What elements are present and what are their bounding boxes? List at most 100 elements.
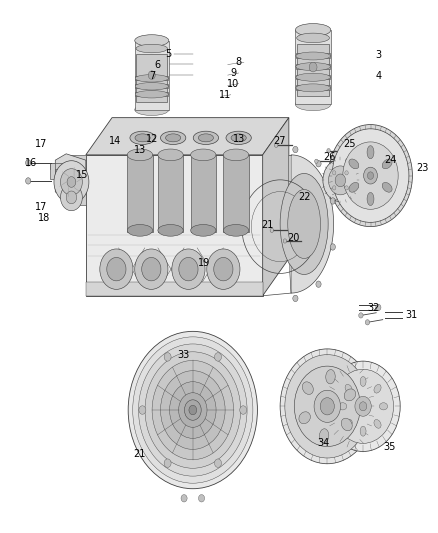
Text: 26: 26 <box>323 152 336 162</box>
Text: 3: 3 <box>375 50 381 60</box>
Circle shape <box>326 361 400 451</box>
Circle shape <box>316 160 321 167</box>
Bar <box>135 76 168 80</box>
Bar <box>191 155 216 232</box>
Ellipse shape <box>135 83 168 90</box>
Ellipse shape <box>349 182 359 192</box>
Circle shape <box>314 390 340 422</box>
Text: 27: 27 <box>273 136 286 146</box>
Ellipse shape <box>160 131 186 144</box>
Circle shape <box>198 495 205 502</box>
Circle shape <box>181 495 187 502</box>
Circle shape <box>25 160 31 166</box>
Text: 13: 13 <box>233 134 245 144</box>
Ellipse shape <box>296 52 330 60</box>
Text: 13: 13 <box>134 145 147 155</box>
Circle shape <box>60 184 82 211</box>
Ellipse shape <box>193 131 219 144</box>
Bar <box>296 75 330 79</box>
Polygon shape <box>49 163 68 169</box>
Text: 31: 31 <box>405 310 417 320</box>
Polygon shape <box>55 154 86 192</box>
Ellipse shape <box>223 149 249 161</box>
Circle shape <box>138 344 247 476</box>
Text: 18: 18 <box>38 213 50 223</box>
Ellipse shape <box>374 419 381 428</box>
Circle shape <box>66 191 77 204</box>
Circle shape <box>335 174 346 187</box>
Bar <box>296 64 330 69</box>
Text: 35: 35 <box>383 442 396 452</box>
Ellipse shape <box>280 173 328 274</box>
Text: 11: 11 <box>219 90 232 100</box>
Text: 21: 21 <box>261 220 273 230</box>
Bar <box>158 155 183 232</box>
Circle shape <box>270 228 274 232</box>
Circle shape <box>293 295 298 302</box>
Ellipse shape <box>302 382 313 394</box>
Ellipse shape <box>360 376 366 386</box>
Ellipse shape <box>367 146 374 159</box>
Circle shape <box>54 161 89 203</box>
Polygon shape <box>49 163 55 179</box>
Text: 32: 32 <box>367 303 379 313</box>
Polygon shape <box>291 155 334 293</box>
Polygon shape <box>86 282 263 296</box>
Text: 21: 21 <box>133 449 146 458</box>
Polygon shape <box>86 118 289 155</box>
Circle shape <box>359 402 367 411</box>
Circle shape <box>148 71 155 79</box>
Ellipse shape <box>345 384 352 393</box>
Bar <box>223 155 249 232</box>
Ellipse shape <box>166 134 181 142</box>
Polygon shape <box>66 155 86 205</box>
Bar <box>135 92 168 96</box>
Ellipse shape <box>382 159 392 169</box>
Circle shape <box>179 257 198 281</box>
Ellipse shape <box>135 134 150 142</box>
Circle shape <box>100 249 133 289</box>
Text: 23: 23 <box>417 163 429 173</box>
Text: 15: 15 <box>76 170 88 180</box>
Text: 7: 7 <box>149 71 156 81</box>
Text: 12: 12 <box>146 134 159 144</box>
Ellipse shape <box>191 149 216 161</box>
Circle shape <box>283 239 287 243</box>
Circle shape <box>294 366 360 447</box>
Text: 9: 9 <box>230 68 237 78</box>
Ellipse shape <box>127 224 152 236</box>
Ellipse shape <box>296 62 330 70</box>
Ellipse shape <box>135 91 168 98</box>
Circle shape <box>365 320 370 325</box>
Ellipse shape <box>367 192 374 206</box>
Ellipse shape <box>297 33 329 43</box>
Ellipse shape <box>345 419 352 428</box>
Ellipse shape <box>158 149 183 161</box>
Circle shape <box>280 349 374 464</box>
Ellipse shape <box>344 389 356 401</box>
Text: 6: 6 <box>155 60 161 70</box>
Ellipse shape <box>198 134 213 142</box>
Circle shape <box>164 459 171 467</box>
Circle shape <box>170 382 216 438</box>
Text: 14: 14 <box>109 136 121 146</box>
Ellipse shape <box>295 98 331 111</box>
Circle shape <box>332 369 393 443</box>
Ellipse shape <box>136 44 167 53</box>
Circle shape <box>332 186 336 190</box>
Bar <box>127 155 152 232</box>
Text: 4: 4 <box>375 71 381 81</box>
Circle shape <box>328 125 413 227</box>
Circle shape <box>332 171 336 175</box>
Ellipse shape <box>379 403 388 410</box>
Text: 34: 34 <box>318 438 330 448</box>
Circle shape <box>128 332 258 489</box>
Circle shape <box>207 249 240 289</box>
Circle shape <box>240 406 247 414</box>
Circle shape <box>367 172 374 179</box>
Ellipse shape <box>326 369 335 384</box>
Ellipse shape <box>158 224 183 236</box>
Ellipse shape <box>299 412 311 424</box>
Bar <box>295 30 331 104</box>
Circle shape <box>355 397 371 416</box>
